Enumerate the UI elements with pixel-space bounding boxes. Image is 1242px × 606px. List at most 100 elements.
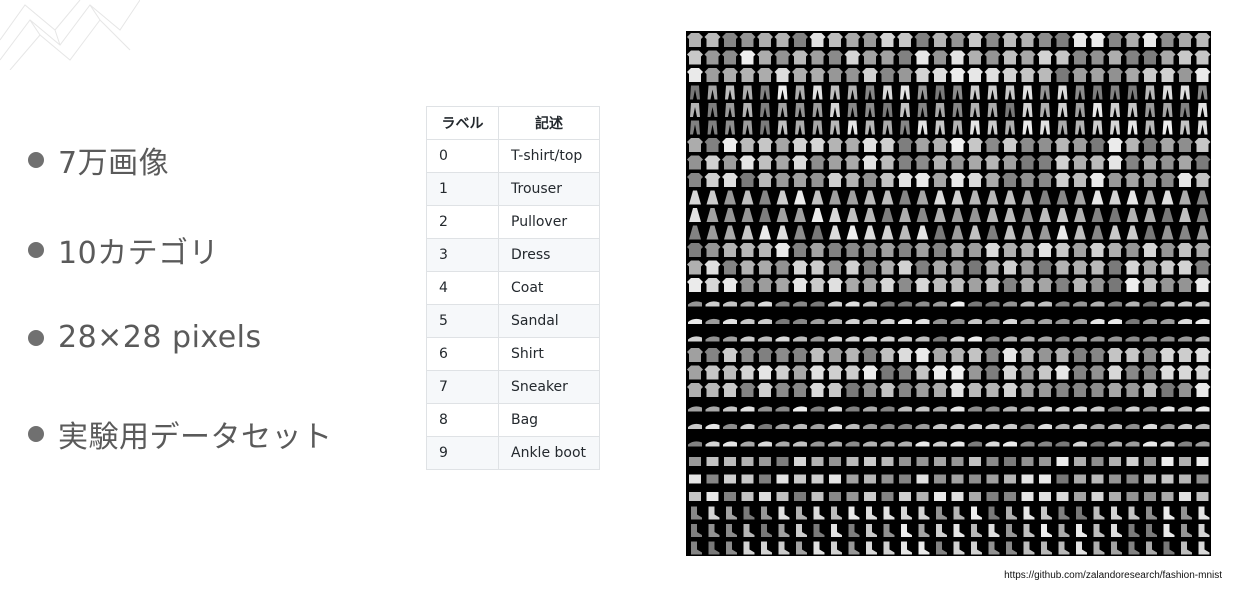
sprite-tile (848, 524, 860, 537)
sprite-tile (687, 260, 703, 275)
sprite-tile (914, 50, 931, 65)
sprite-tile (1072, 155, 1088, 170)
sprite-tile (688, 336, 702, 342)
sprite-tile (724, 208, 736, 222)
sprite-tile (1090, 336, 1105, 342)
sprite-tile (949, 68, 966, 82)
sprite-tile (830, 85, 840, 100)
sprite-tile (706, 492, 719, 501)
table-row: 4 Coat (426, 271, 600, 305)
table-row: 1 Trouser (426, 172, 600, 206)
sprite-tile (883, 541, 895, 555)
sprite-tile (829, 457, 841, 466)
sprite-tile (757, 155, 773, 170)
sprite-tile (949, 365, 966, 380)
sprite-tile (809, 173, 826, 187)
sprite-tile (809, 348, 826, 362)
sprite-tile (935, 85, 945, 100)
sprite-tile (1109, 208, 1121, 222)
sprite-tile (757, 383, 773, 397)
sprite-tile (812, 103, 823, 117)
sprite-tile (828, 406, 842, 412)
sprite-tile (792, 383, 808, 397)
sprite-tile (1127, 103, 1138, 117)
sprite-tile (844, 278, 861, 292)
sprite-tile (1055, 441, 1070, 447)
sprite-tile (809, 243, 826, 257)
sprite-tile (1091, 190, 1104, 205)
sprite-tile (880, 336, 895, 342)
sprite-tile (1107, 173, 1123, 187)
sprite-tile (914, 383, 931, 397)
sprite-tile (1056, 225, 1069, 240)
sprite-tile (810, 318, 825, 324)
sprite-tile (1020, 318, 1035, 324)
sprite-tile (758, 318, 772, 324)
sprite-tile (1178, 441, 1192, 447)
sprite-tile (915, 423, 930, 429)
sprite-tile (1019, 68, 1036, 82)
sprite-tile (1004, 492, 1016, 501)
sprite-tile (984, 68, 1001, 82)
sprite-tile (899, 208, 911, 222)
sprite-tile (1072, 243, 1088, 257)
sprite-tile (774, 278, 791, 292)
sprite-tile (1037, 348, 1053, 362)
sprite-tile (967, 383, 983, 397)
sprite-tile (742, 85, 753, 100)
sprite-tile (914, 365, 931, 380)
sprite-tile (1091, 492, 1104, 501)
sprite-tile (1109, 457, 1121, 466)
sprite-tile (881, 225, 894, 240)
sprite-tile (1072, 365, 1088, 380)
sprite-tile (865, 120, 875, 135)
sprite-tile (916, 474, 929, 484)
sprite-tile (1038, 318, 1052, 324)
sprite-tile (1002, 243, 1018, 257)
sprite-tile (689, 190, 701, 205)
sprite-tile (1162, 103, 1173, 117)
sprite-tile (687, 383, 703, 397)
sprite-tile (968, 423, 982, 429)
sprite-tile (1161, 225, 1174, 240)
sprite-tile (967, 50, 983, 65)
sprite-tile (934, 457, 946, 466)
sprite-tile (793, 318, 807, 324)
table-cell-label: 5 (426, 304, 499, 338)
sprite-tile (1089, 243, 1106, 257)
sprite-tile (774, 383, 791, 397)
sprite-tile (933, 423, 947, 429)
sprite-tile (883, 506, 895, 520)
sprite-tile (879, 173, 896, 187)
sprite-tile (951, 190, 964, 205)
sprite-tile (897, 138, 913, 152)
sprite-tile (880, 423, 895, 429)
sprite-tile (704, 383, 721, 397)
sprite-tile (774, 155, 791, 170)
sprite-tile (1003, 318, 1017, 324)
sprite-tile (863, 318, 877, 324)
sprite-tile (862, 50, 878, 65)
sprite-tile (1110, 85, 1120, 100)
sprite-tile (1019, 243, 1036, 257)
sprite-tile (914, 138, 931, 152)
sprite-tile (759, 474, 771, 484)
sprite-tile (846, 492, 859, 501)
sprite-tile (704, 50, 721, 65)
sprite-tile (1108, 406, 1122, 412)
sprite-tile (1054, 383, 1071, 397)
sprite-tile (757, 33, 773, 47)
bullet-text: 実験用データセット (58, 420, 333, 455)
sprite-tile (1160, 301, 1175, 307)
sprite-tile (774, 33, 791, 47)
sprite-tile (1076, 541, 1087, 555)
sprite-tile (880, 406, 895, 412)
sprite-tile (1040, 85, 1050, 100)
sprite-tile (933, 406, 947, 412)
sprite-tile (897, 50, 913, 65)
sprite-tile (1109, 474, 1121, 484)
sprite-tile (776, 190, 789, 205)
sprite-tile (899, 190, 911, 205)
sprite-tile (933, 336, 947, 342)
